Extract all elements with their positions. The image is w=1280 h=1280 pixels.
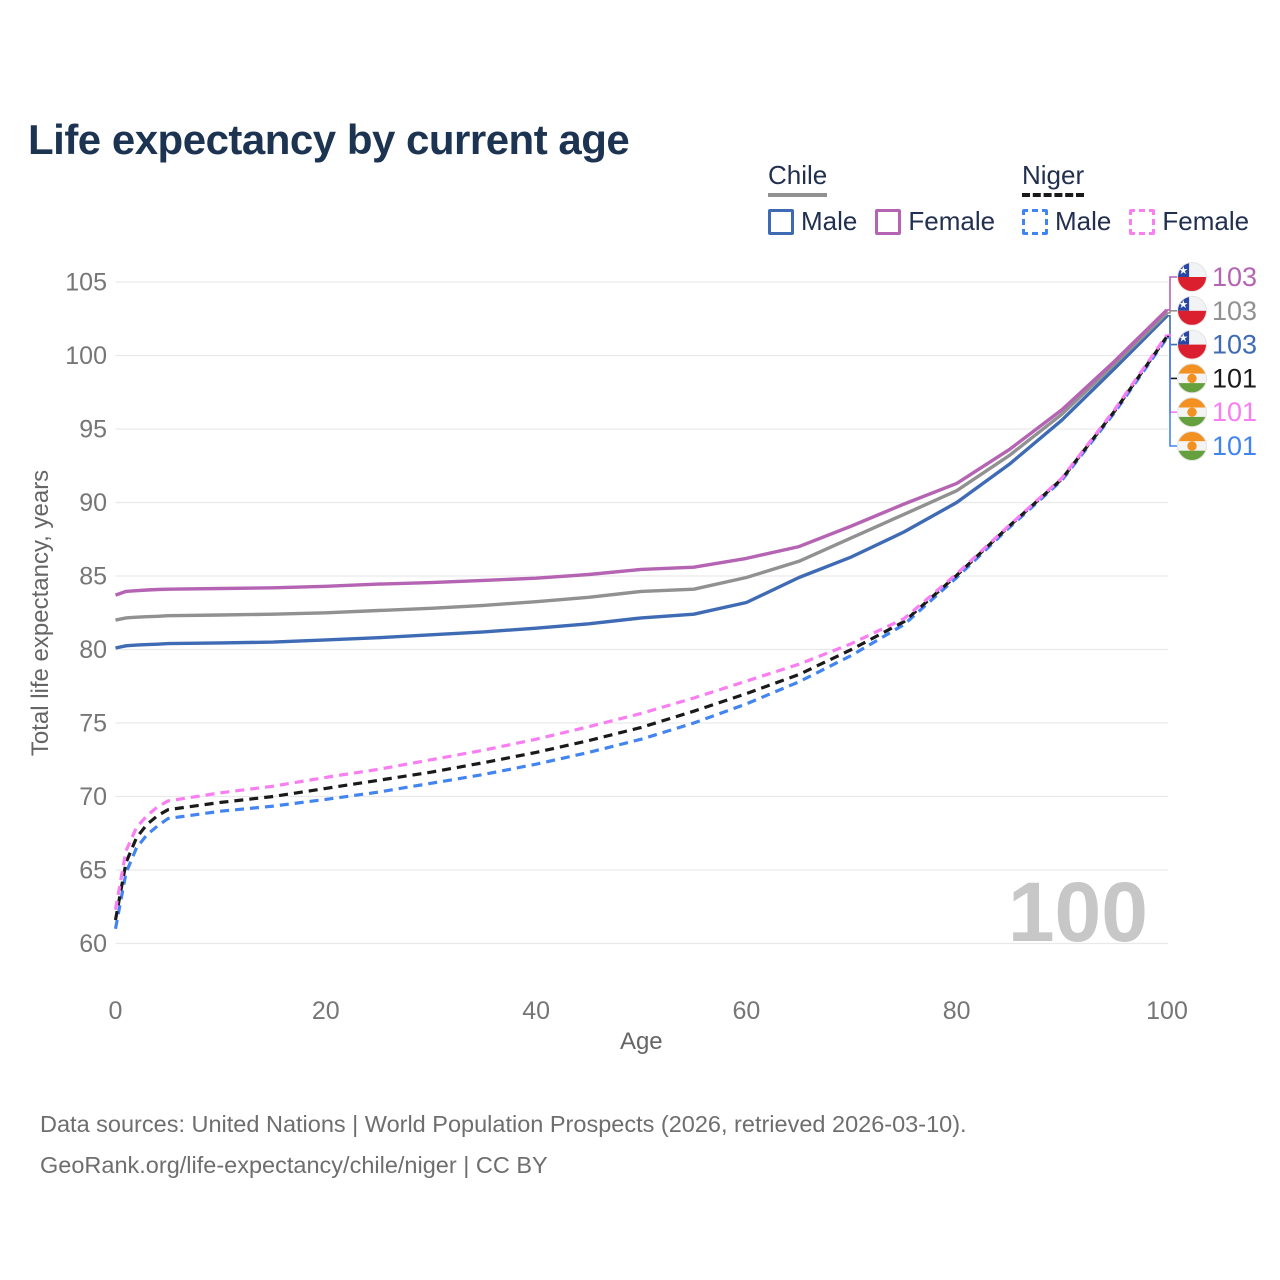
y-tick-label: 100 <box>65 342 107 370</box>
end-value-label-chile-female: 103 <box>1212 262 1257 292</box>
x-tick-label: 80 <box>943 997 971 1025</box>
legend-niger-male-label[interactable]: Male <box>1055 206 1112 236</box>
legend-swatch-niger-female[interactable] <box>1129 208 1156 235</box>
legend-niger-label[interactable]: Niger <box>1022 160 1085 197</box>
svg-text:★: ★ <box>1178 333 1188 345</box>
footer-link-line[interactable]: GeoRank.org/life-expectancy/chile/niger … <box>40 1152 548 1178</box>
legend-group-chile: Chile Male Female <box>768 160 1013 237</box>
end-value-label-niger-male: 101 <box>1212 431 1257 461</box>
niger-flag-icon <box>1177 431 1207 461</box>
legend-swatch-niger-male[interactable] <box>1022 208 1048 235</box>
x-axis-title: Age <box>620 1028 663 1055</box>
end-value-label-niger-both-sexes: 101 <box>1212 363 1257 393</box>
y-tick-label: 60 <box>79 930 107 958</box>
y-tick-label: 105 <box>65 269 107 297</box>
page-title: Life expectancy by current age <box>28 116 630 164</box>
y-axis-title: Total life expectancy, years <box>27 470 54 756</box>
y-tick-label: 90 <box>79 489 107 517</box>
series-line-niger-male[interactable] <box>113 336 1169 930</box>
chile-flag-icon: ★ <box>1177 329 1207 360</box>
footer-source-line: Data sources: United Nations | World Pop… <box>40 1111 967 1137</box>
x-tick-label: 20 <box>312 997 340 1025</box>
end-label-connector-chile-male <box>1167 315 1177 346</box>
footer: Data sources: United Nations | World Pop… <box>40 1104 967 1186</box>
chile-flag-icon: ★ <box>1177 295 1207 326</box>
series-line-chile-female[interactable] <box>114 308 1169 597</box>
end-label-connector-niger-female <box>1167 334 1177 413</box>
legend-items-chile: Male Female <box>768 206 1013 237</box>
end-label-connector-chile-both-sexes <box>1167 310 1177 314</box>
legend-swatch-chile-female[interactable] <box>875 208 902 235</box>
end-label-connector-niger-male <box>1167 337 1177 447</box>
end-value-label-niger-female: 101 <box>1212 397 1257 427</box>
end-label-connector-niger-both-sexes <box>1167 335 1177 380</box>
y-tick-label: 70 <box>79 783 107 811</box>
svg-text:★: ★ <box>1178 299 1188 311</box>
chile-flag-icon: ★ <box>1177 262 1207 292</box>
legend-group-niger: Niger Male Female <box>1022 160 1267 237</box>
legend-chile-female-label[interactable]: Female <box>908 206 996 236</box>
end-value-label-chile-male: 103 <box>1212 330 1257 360</box>
legend-chile-male-label[interactable]: Male <box>801 206 858 236</box>
x-tick-label: 100 <box>1146 997 1188 1025</box>
x-tick-label: 40 <box>522 997 550 1025</box>
series-line-niger-both-sexes[interactable] <box>113 335 1169 921</box>
legend-niger-female-label[interactable]: Female <box>1162 206 1250 236</box>
end-value-label-chile-both-sexes: 103 <box>1212 296 1257 326</box>
y-tick-label: 80 <box>79 636 107 664</box>
x-tick-label: 0 <box>109 997 123 1025</box>
age-marker-watermark: 100 <box>1008 865 1148 959</box>
niger-flag-icon <box>1177 397 1207 428</box>
y-tick-label: 85 <box>79 563 107 591</box>
x-tick-label: 60 <box>732 997 760 1025</box>
y-tick-label: 95 <box>79 416 107 444</box>
legend-swatch-chile-male[interactable] <box>768 208 794 235</box>
series-line-niger-female[interactable] <box>113 333 1169 910</box>
niger-flag-icon <box>1177 363 1207 394</box>
end-label-connector-chile-female <box>1167 276 1177 311</box>
y-tick-label: 75 <box>79 710 107 738</box>
legend-items-niger: Male Female <box>1022 206 1267 237</box>
legend-chile-label[interactable]: Chile <box>768 160 828 197</box>
y-tick-label: 65 <box>79 857 107 885</box>
svg-text:★: ★ <box>1178 265 1188 277</box>
series-line-chile-male[interactable] <box>115 314 1169 650</box>
series-line-chile-both-sexes[interactable] <box>115 311 1169 622</box>
